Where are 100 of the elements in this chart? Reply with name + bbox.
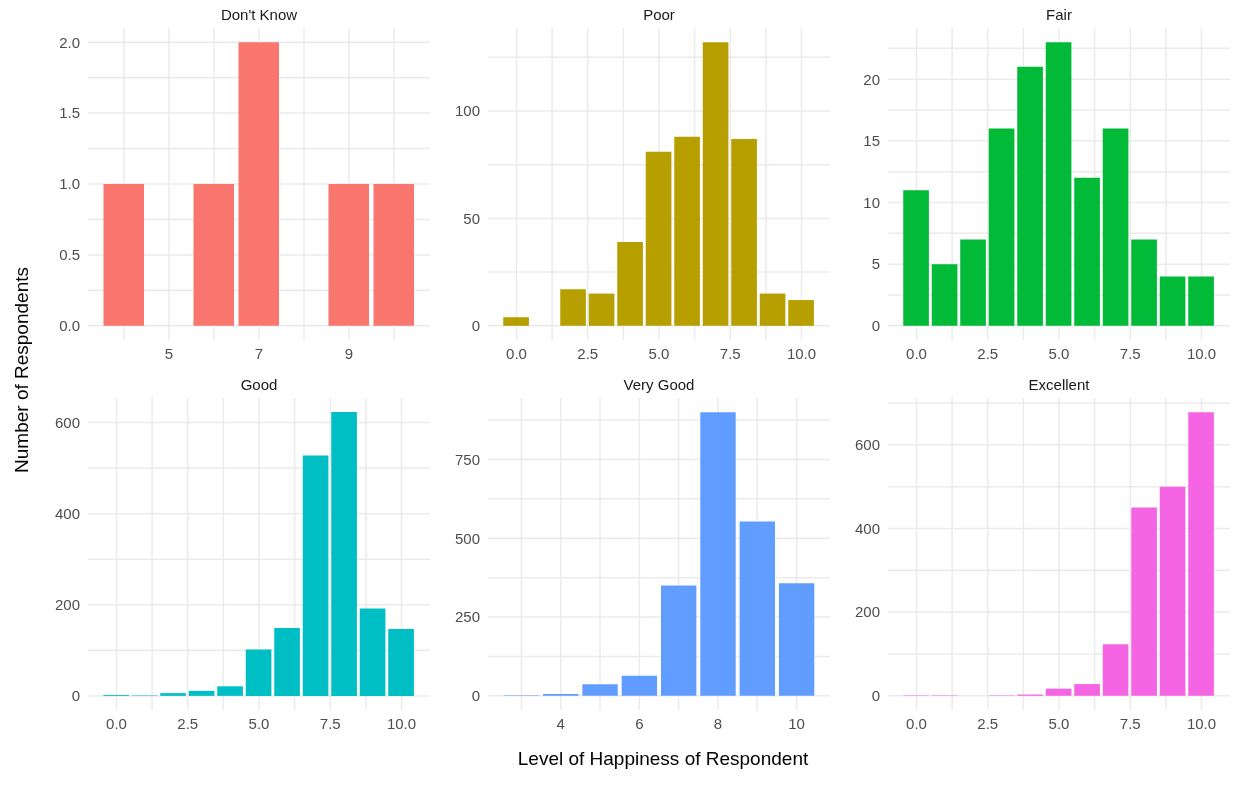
- x-tick-label: 0.0: [106, 714, 127, 732]
- bar: [759, 293, 786, 326]
- y-tick-label: 400: [54, 505, 80, 523]
- x-tick-label: 4: [556, 714, 565, 732]
- x-axis-title: Level of Happiness of Respondent: [516, 748, 810, 770]
- y-tick-label: 10: [863, 193, 880, 211]
- y-tick-label: 50: [463, 209, 480, 227]
- x-tick-label: 10.0: [1186, 714, 1217, 732]
- bar: [160, 693, 186, 696]
- x-tick-label: 5.0: [248, 714, 270, 732]
- y-tick-label: 750: [454, 450, 480, 468]
- x-tick-label: 10: [788, 714, 805, 732]
- y-tick-label: 0.5: [59, 246, 80, 264]
- bar: [674, 136, 700, 326]
- bar: [1131, 239, 1157, 326]
- chart-title: Fair: [1045, 6, 1073, 23]
- bar: [739, 521, 775, 696]
- y-tick-label: 200: [854, 603, 880, 621]
- bar: [788, 300, 814, 326]
- bar: [1074, 684, 1100, 696]
- bar: [582, 684, 618, 696]
- bar: [1159, 486, 1186, 696]
- bar: [588, 293, 615, 326]
- x-tick-label: 7: [254, 344, 264, 362]
- x-tick-label: 6: [635, 714, 644, 732]
- bar: [645, 151, 672, 326]
- bar: [1045, 42, 1072, 326]
- x-tick-label: 7.5: [1119, 344, 1141, 362]
- y-tick-label: 0.0: [59, 317, 80, 335]
- x-tick-label: 10.0: [386, 714, 417, 732]
- x-tick-label: 2.5: [977, 344, 999, 362]
- bar: [560, 289, 586, 326]
- y-tick-label: 100: [454, 102, 480, 120]
- bar: [960, 239, 986, 326]
- bar: [702, 42, 729, 326]
- bar: [503, 317, 529, 326]
- bar: [188, 690, 215, 696]
- bar: [331, 412, 357, 696]
- chart-title: Excellent: [1027, 376, 1091, 393]
- y-tick-label: 1.5: [59, 104, 80, 122]
- y-tick-label: 2.0: [59, 33, 80, 51]
- bar: [1074, 177, 1100, 326]
- x-tick-label: 0.0: [906, 344, 927, 362]
- bar: [1045, 688, 1072, 696]
- y-tick-label: 0: [871, 317, 880, 335]
- bar: [778, 583, 815, 696]
- bar: [245, 649, 272, 696]
- bar: [1188, 412, 1214, 696]
- bar: [931, 264, 958, 326]
- bar: [1131, 507, 1157, 696]
- y-tick-label: 1.0: [59, 175, 80, 193]
- bar: [1102, 644, 1129, 696]
- bar: [903, 190, 929, 326]
- x-tick-label: 5: [164, 344, 174, 362]
- x-tick-label: 7.5: [319, 714, 341, 732]
- x-tick-label: 7.5: [1119, 714, 1141, 732]
- x-tick-label: 5.0: [648, 344, 670, 362]
- y-tick-label: 15: [863, 132, 880, 150]
- bar: [988, 128, 1015, 326]
- y-tick-label: 0: [471, 317, 480, 335]
- x-tick-label: 0.0: [906, 714, 927, 732]
- bar: [1159, 276, 1186, 326]
- x-tick-label: 10.0: [1186, 344, 1217, 362]
- bar: [661, 585, 697, 696]
- y-tick-label: 20: [863, 70, 880, 88]
- bar: [217, 686, 243, 696]
- bar: [617, 242, 643, 326]
- chart-title: Poor: [642, 6, 676, 23]
- y-tick-label: 0: [471, 687, 480, 705]
- x-tick-label: 7.5: [719, 344, 741, 362]
- y-tick-label: 600: [854, 436, 880, 454]
- chart-title: Very Good: [622, 376, 696, 393]
- bar: [359, 608, 386, 696]
- x-tick-label: 2.5: [577, 344, 599, 362]
- y-tick-label: 400: [854, 519, 880, 537]
- y-tick-label: 500: [454, 529, 480, 547]
- bar: [274, 628, 300, 696]
- y-tick-label: 0: [871, 687, 880, 705]
- x-tick-label: 8: [713, 714, 723, 732]
- x-tick-label: 0.0: [506, 344, 527, 362]
- y-tick-label: 600: [54, 413, 80, 431]
- bar: [1102, 128, 1129, 326]
- chart-title: Good: [239, 376, 279, 393]
- bar: [388, 628, 414, 696]
- y-tick-label: 5: [871, 255, 880, 273]
- chart-title: Don't Know: [219, 6, 299, 23]
- y-tick-label: 250: [454, 608, 480, 626]
- y-tick-label: 0: [71, 687, 80, 705]
- bar: [1188, 276, 1214, 326]
- y-axis-title: Number of Respondents: [11, 267, 33, 473]
- bar: [302, 455, 329, 696]
- x-tick-label: 5.0: [1048, 714, 1070, 732]
- x-tick-label: 2.5: [977, 714, 999, 732]
- x-tick-label: 10.0: [786, 344, 817, 362]
- bar: [1017, 66, 1043, 326]
- y-tick-label: 200: [54, 596, 80, 614]
- bar: [700, 412, 736, 696]
- x-tick-label: 2.5: [177, 714, 199, 732]
- x-tick-label: 9: [344, 344, 354, 362]
- bar: [731, 138, 757, 326]
